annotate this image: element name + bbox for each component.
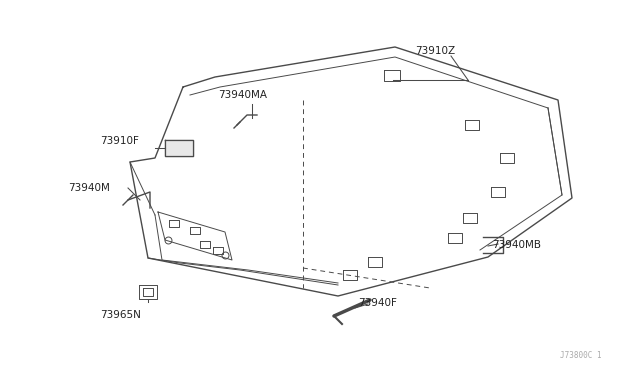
Text: 73940M: 73940M xyxy=(68,183,110,193)
Text: 73910Z: 73910Z xyxy=(415,46,455,56)
Polygon shape xyxy=(165,140,193,156)
Text: 73965N: 73965N xyxy=(100,310,141,320)
Text: 73940MA: 73940MA xyxy=(218,90,267,100)
Text: 73940F: 73940F xyxy=(358,298,397,308)
Text: 73940MB: 73940MB xyxy=(492,240,541,250)
Text: J73800C 1: J73800C 1 xyxy=(560,351,602,360)
Text: 73910F: 73910F xyxy=(100,136,139,146)
